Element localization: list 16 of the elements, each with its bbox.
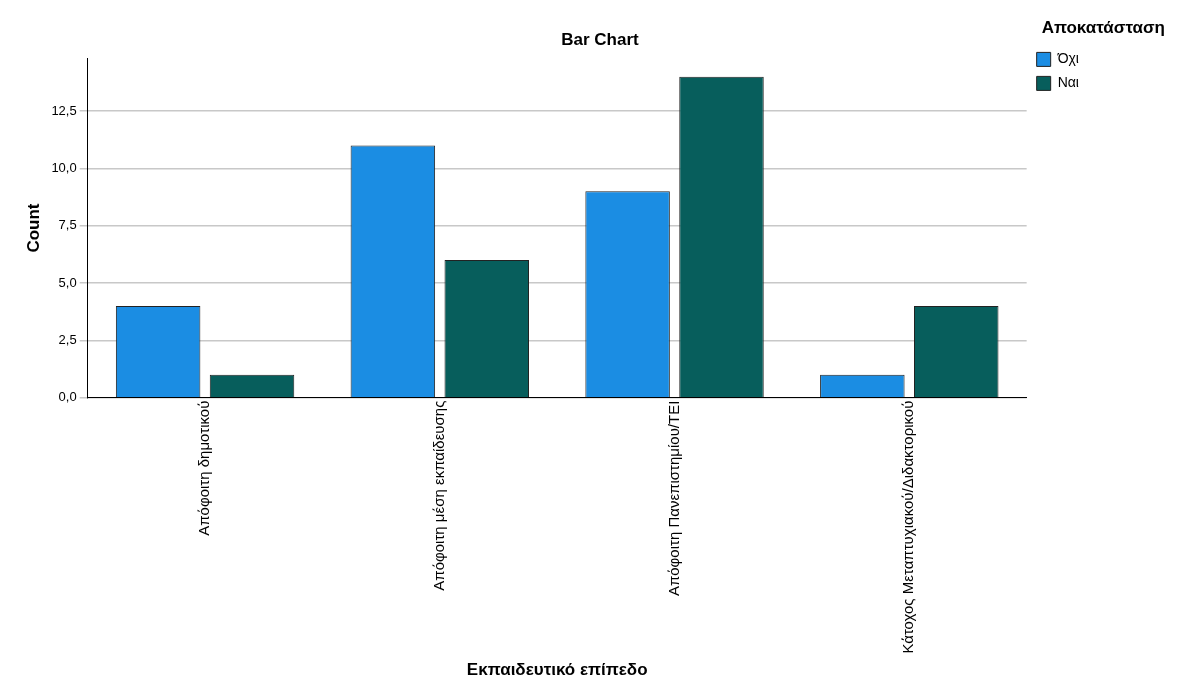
legend-label: Όχι — [1056, 50, 1079, 67]
y-tick-label: 12,5 — [51, 102, 77, 118]
x-tick-label: Απόφοιτη Πανεπιστημίου/ΤΕΙ — [664, 400, 682, 597]
chart-title: Bar Chart — [561, 29, 640, 49]
y-axis-title: Count — [23, 203, 43, 253]
y-tick-label: 2,5 — [58, 331, 77, 347]
legend-label: Ναι — [1057, 74, 1079, 91]
y-tick-label: 7,5 — [58, 217, 77, 233]
x-axis-title: Εκπαιδευτικό επίπεδο — [466, 660, 648, 680]
x-tick-label: Κάτοχος Μεταπτυχιακού/Διδακτορικού — [899, 400, 917, 654]
y-tick-label: 5,0 — [58, 274, 77, 290]
x-tick-label: Απόφοιτη μέση εκπαίδευσης — [429, 400, 447, 591]
x-tick-label: Απόφοιτη δημοτικού — [195, 400, 213, 536]
y-tick-label: 10,0 — [51, 160, 77, 175]
legend-title: Αποκατάσταση — [1041, 18, 1165, 38]
y-tick-label: 0,0 — [58, 389, 77, 405]
